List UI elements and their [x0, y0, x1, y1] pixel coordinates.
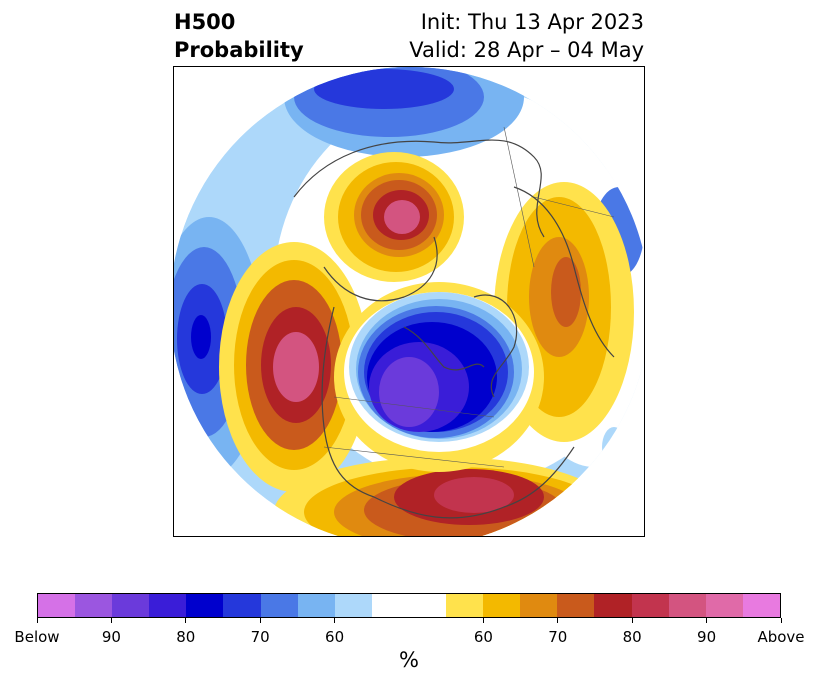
colorbar-tick-mark [706, 618, 708, 623]
colorbar-tick-mark [110, 618, 112, 623]
colorbar-segment-above-85 [631, 594, 669, 617]
coastlines [293, 139, 615, 519]
colorbar-tick-mark [259, 618, 261, 623]
colorbar-segment-above-100 [742, 594, 780, 617]
colorbar-tick-mark [185, 618, 187, 623]
map-canvas [174, 67, 644, 536]
colorbar-segment-above-65 [483, 594, 521, 617]
colorbar-tick-label: 80 [176, 628, 196, 646]
valid-dates: Valid: 28 Apr – 04 May [409, 38, 644, 62]
borders [323, 126, 615, 468]
date-info: Init: Thu 13 Apr 2023 Valid: 28 Apr – 04… [409, 8, 644, 64]
colorbar-tick-mark [36, 618, 38, 623]
colorbar-segment-below-95 [75, 594, 113, 617]
colorbar-segment-below-65 [297, 594, 335, 617]
colorbar-tick-label: Above [757, 628, 805, 646]
colorbar-unit-label: % [399, 648, 419, 672]
colorbar-tick-label: 90 [101, 628, 121, 646]
colorbar-tick-label: 80 [622, 628, 642, 646]
colorbar-segment-below-80 [186, 594, 224, 617]
colorbar-tick-mark [482, 618, 484, 623]
colorbar-segment-above-60 [446, 594, 484, 617]
title-line-h500: H500 [174, 10, 236, 34]
colorbar-tick-label: 60 [473, 628, 493, 646]
colorbar-segment-below-70 [260, 594, 298, 617]
colorbar-segment-above-90 [668, 594, 706, 617]
colorbar-segment-below-85 [149, 594, 187, 617]
colorbar [37, 593, 781, 618]
colorbar-segment-above-95 [705, 594, 743, 617]
colorbar-segment-below-above100 [38, 594, 76, 617]
probability-field [174, 67, 644, 536]
map-title: H500 Probability [174, 8, 304, 64]
colorbar-tick-mark [334, 618, 336, 623]
colorbar-tick-mark [557, 618, 559, 623]
title-line-probability: Probability [174, 38, 304, 62]
colorbar-tick-label: 70 [250, 628, 270, 646]
colorbar-segment-above-75 [557, 594, 595, 617]
colorbar-tick-mark [780, 618, 782, 623]
colorbar-segment-below-75 [223, 594, 261, 617]
colorbar-tick-mark [631, 618, 633, 623]
colorbar-segment-below-90 [112, 594, 150, 617]
colorbar-segment-neutral [371, 594, 447, 617]
colorbar-segment-above-80 [594, 594, 632, 617]
colorbar-tick-label: 70 [548, 628, 568, 646]
colorbar-tick-label: 60 [325, 628, 345, 646]
colorbar-segment-above-70 [520, 594, 558, 617]
colorbar-tick-label: Below [14, 628, 60, 646]
colorbar-segment-below-60 [334, 594, 372, 617]
colorbar-tick-label: 90 [697, 628, 717, 646]
probability-map [173, 66, 645, 537]
init-date: Init: Thu 13 Apr 2023 [420, 10, 644, 34]
